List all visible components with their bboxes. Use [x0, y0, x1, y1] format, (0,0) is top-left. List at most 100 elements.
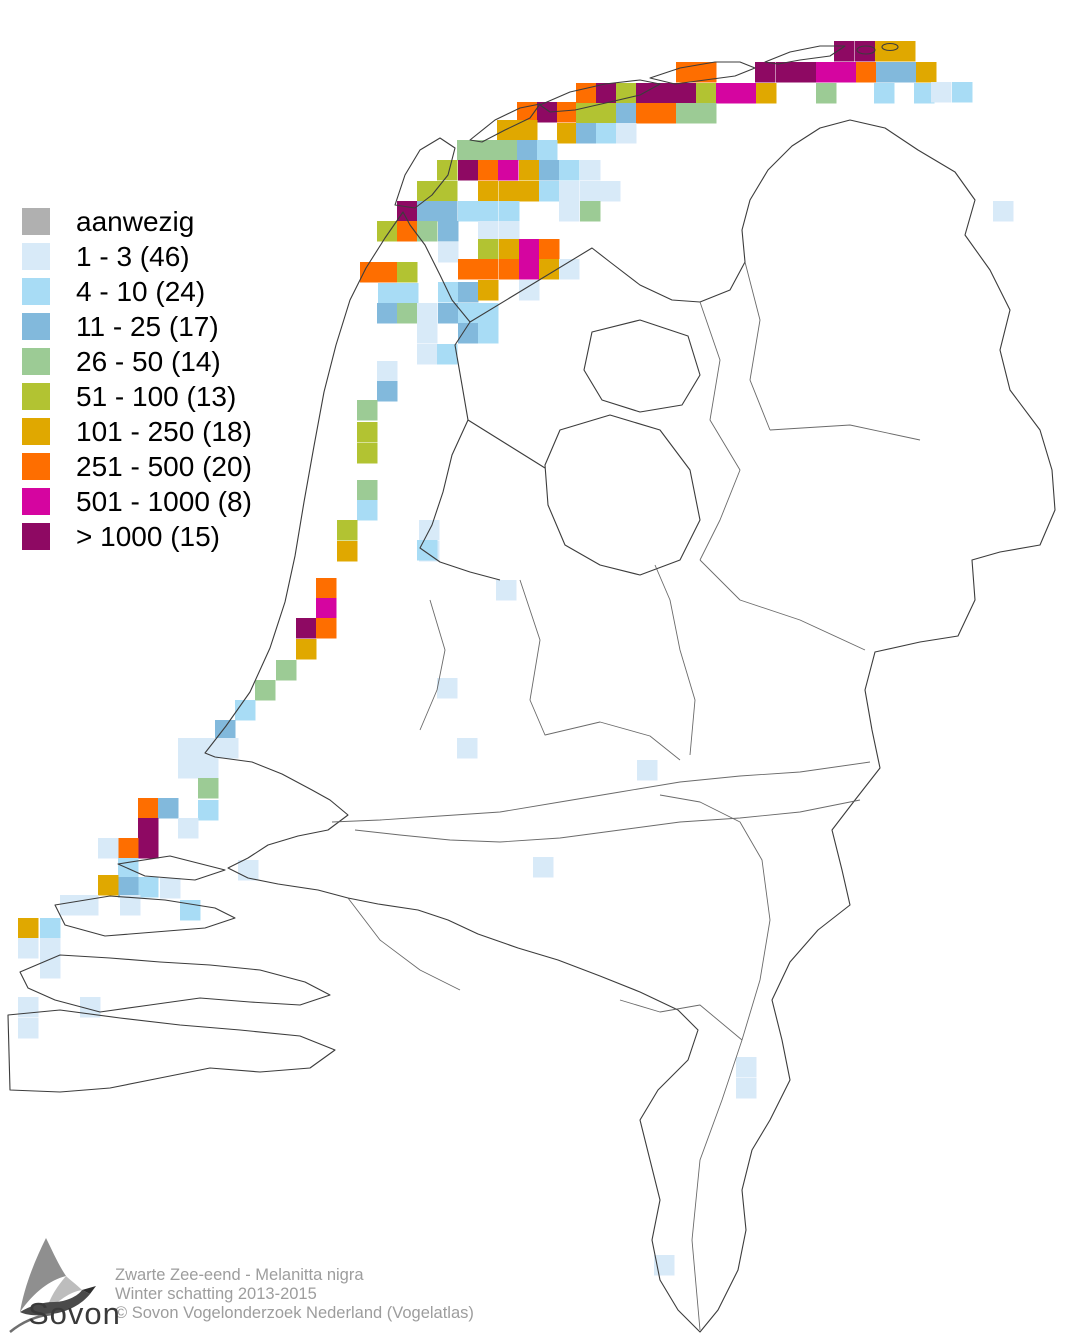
map-grid-cell — [676, 62, 697, 83]
legend-swatch — [22, 488, 50, 515]
legend-label: 251 - 500 (20) — [76, 450, 252, 482]
map-grid-cell — [836, 62, 857, 83]
map-grid-cell — [458, 160, 479, 181]
map-grid-cell — [580, 160, 601, 181]
map-grid-cell — [437, 201, 458, 222]
map-grid-cell — [656, 103, 677, 124]
map-grid-cell — [875, 41, 896, 62]
map-grid-cell — [198, 778, 219, 799]
map-grid-cell — [397, 221, 418, 242]
ijssel-river — [654, 564, 696, 756]
legend-swatch — [22, 208, 50, 235]
map-grid-cell — [755, 62, 776, 83]
legend-item: 1 - 3 (46) — [22, 239, 252, 274]
map-grid-cell — [458, 259, 479, 280]
map-grid-cell — [377, 303, 398, 324]
map-grid-cell — [357, 443, 378, 464]
map-grid-cell — [580, 181, 601, 202]
map-grid-cell — [437, 344, 458, 365]
map-grid-cell — [637, 760, 658, 781]
map-grid-cell — [458, 282, 479, 303]
legend-swatch — [22, 243, 50, 270]
map-grid-cell — [716, 83, 737, 104]
map-grid-cell — [40, 918, 61, 939]
map-grid-cell — [377, 221, 398, 242]
map-grid-cell — [477, 140, 498, 161]
map-grid-cell — [816, 83, 837, 104]
legend-item: 251 - 500 (20) — [22, 449, 252, 484]
map-grid-cell — [676, 83, 697, 104]
map-grid-cell — [596, 83, 617, 104]
map-grid-cell — [519, 239, 540, 260]
map-grid-cell — [457, 140, 478, 161]
legend-swatch — [22, 418, 50, 445]
province-border — [419, 599, 446, 731]
houtribdijk-line — [467, 419, 546, 469]
map-grid-cell — [496, 580, 517, 601]
map-grid-cell — [519, 160, 540, 181]
map-grid-cell — [357, 500, 378, 521]
map-grid-cell — [539, 160, 560, 181]
map-grid-cell — [895, 41, 916, 62]
map-grid-cell — [896, 62, 917, 83]
swallow-icon — [9, 1238, 96, 1333]
map-grid-cell — [557, 102, 578, 123]
map-grid-cell — [437, 678, 458, 699]
map-grid-cell — [499, 259, 520, 280]
map-grid-cell — [557, 123, 578, 144]
map-grid-cell — [576, 123, 597, 144]
legend-label: 26 - 50 (14) — [76, 345, 221, 377]
map-grid-cell — [438, 242, 459, 263]
map-grid-cell — [736, 1057, 757, 1078]
map-grid-cell — [397, 262, 418, 283]
map-grid-cell — [517, 140, 538, 161]
map-grid-cell — [357, 480, 378, 501]
map-grid-cell — [636, 103, 657, 124]
schiermonnikoog-outline — [764, 45, 846, 65]
province-border — [619, 999, 743, 1041]
legend-item: > 1000 (15) — [22, 519, 252, 554]
map-grid-cell — [533, 857, 554, 878]
footer-captions: Zwarte Zee-eend - Melanitta nigra Winter… — [115, 1266, 474, 1323]
map-grid-cell — [458, 201, 479, 222]
caption-period: Winter schatting 2013-2015 — [115, 1285, 317, 1303]
legend-swatch — [22, 523, 50, 550]
legend-item: 11 - 25 (17) — [22, 309, 252, 344]
legend-swatch — [22, 453, 50, 480]
map-grid-cell — [559, 259, 580, 280]
map-grid-cell — [676, 103, 697, 124]
legend-swatch — [22, 348, 50, 375]
map-grid-cell — [636, 83, 657, 104]
legend-swatch — [22, 313, 50, 340]
map-grid-cell — [417, 344, 438, 365]
map-grid-cell — [458, 323, 479, 344]
map-grid-cell — [497, 140, 518, 161]
map-grid-cell — [80, 997, 101, 1018]
province-border — [699, 301, 741, 561]
map-grid-cell — [519, 181, 540, 202]
maas-river — [659, 794, 771, 1331]
map-grid-cell — [438, 221, 459, 242]
map-grid-cell — [98, 875, 119, 896]
map-grid-cell — [457, 738, 478, 759]
ameland-outline — [649, 61, 756, 85]
map-grid-cell — [316, 598, 337, 619]
legend-swatch — [22, 383, 50, 410]
map-grid-cell — [914, 83, 935, 104]
map-grid-cell — [178, 818, 199, 839]
vlieland-outline — [469, 103, 541, 143]
map-grid-cell — [616, 83, 637, 104]
province-border — [347, 897, 461, 991]
map-grid-cell — [40, 938, 61, 959]
legend-label: 501 - 1000 (8) — [76, 485, 252, 517]
legend-item: 4 - 10 (24) — [22, 274, 252, 309]
map-grid-cell — [138, 877, 159, 898]
province-border — [519, 579, 681, 761]
map-grid-cell — [478, 160, 499, 181]
zeeuws-vlaanderen-outline — [7, 1009, 336, 1093]
map-grid-cell — [357, 422, 378, 443]
map-grid-cell — [417, 181, 438, 202]
province-border — [744, 261, 771, 431]
map-grid-cell — [138, 838, 159, 859]
